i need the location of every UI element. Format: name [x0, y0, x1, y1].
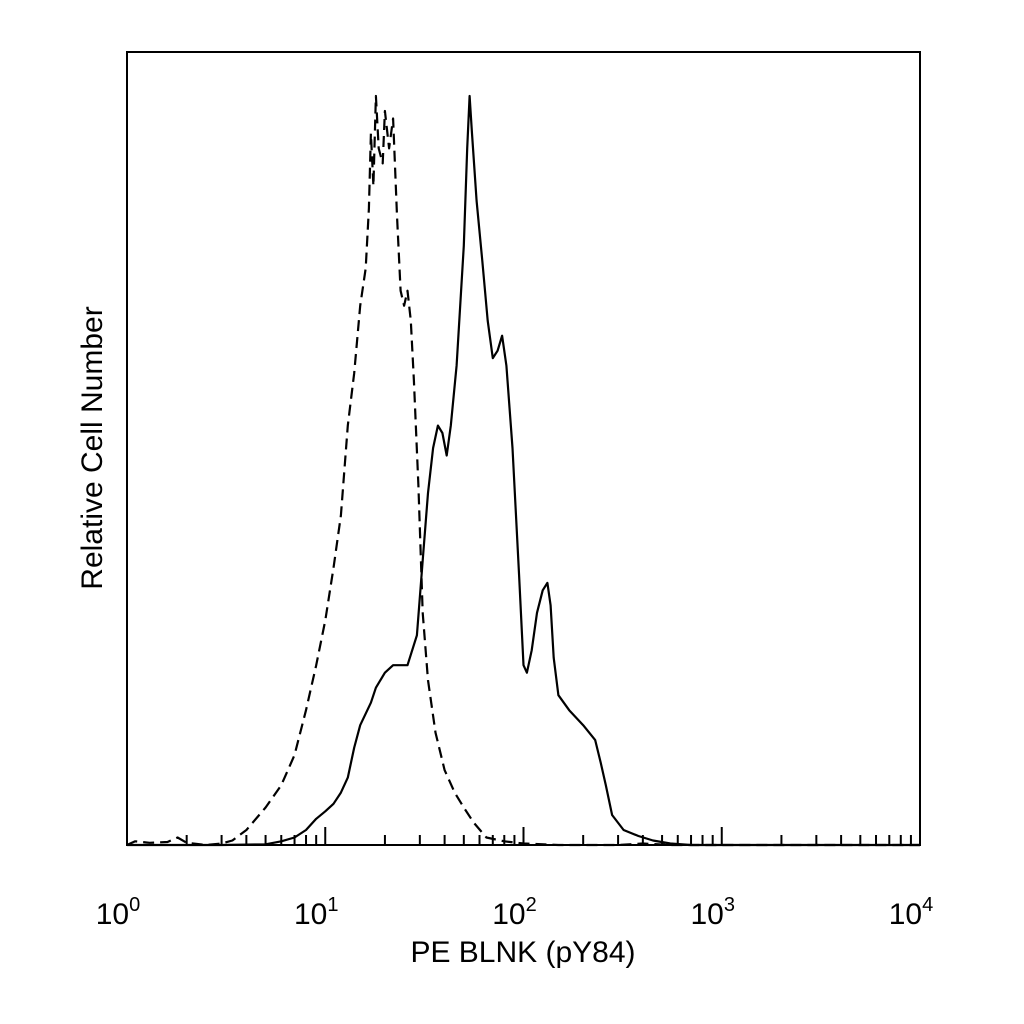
series-line-solid	[127, 94, 920, 847]
x-tick-label: 101	[294, 894, 339, 931]
series-layer	[126, 94, 920, 847]
x-tick-label: 103	[691, 894, 736, 931]
x-axis-tick-labels: 100 101 102 103 104	[96, 894, 934, 931]
x-tick-label: 104	[889, 894, 934, 931]
plot-frame	[126, 51, 921, 846]
series-line-dashed	[126, 94, 920, 847]
y-axis-title: Relative Cell Number	[76, 306, 109, 589]
x-axis-title: PE BLNK (pY84)	[410, 936, 635, 969]
x-tick-label: 102	[492, 894, 537, 931]
x-tick-label: 100	[96, 894, 141, 931]
x-axis-ticks	[126, 827, 921, 845]
